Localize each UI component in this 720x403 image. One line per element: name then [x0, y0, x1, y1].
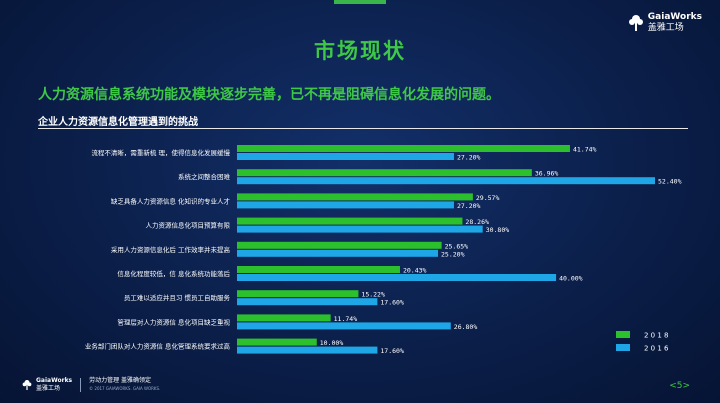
legend-label: 2 0 1 8 [644, 332, 669, 340]
page-title: 市场现状 [314, 39, 406, 63]
tree-icon [22, 380, 32, 390]
category-label: 人力资源信息化项目预算有限 [146, 221, 231, 230]
bar-2018 [237, 217, 463, 225]
tree-icon [628, 15, 643, 31]
data-label: 36.96% [535, 170, 559, 178]
bar-2018 [237, 314, 331, 322]
bar-2018 [237, 169, 532, 177]
data-label: 15.22% [361, 291, 385, 299]
data-label: 20.43% [403, 267, 427, 275]
legend-swatch [616, 344, 630, 351]
data-label: 28.26% [465, 218, 489, 226]
data-label: 10.00% [320, 339, 344, 347]
category-label: 缺乏具备人力资源信息 化知识的专业人才 [111, 196, 231, 205]
bar-2016 [237, 249, 439, 257]
footer-brand-cn: 盖雅工场 [36, 385, 61, 392]
brand-name-en: GaiaWorks [647, 12, 702, 22]
bar-2018 [237, 241, 442, 249]
bar-2016 [237, 201, 454, 209]
data-label: 11.74% [334, 315, 358, 323]
footer-divider [80, 378, 82, 392]
bar-2016 [237, 322, 451, 330]
bar-2016 [237, 225, 483, 233]
headline: 人力资源信息系统功能及模块逐步完善，已不再是阻碍信息化发展的问题。 [38, 87, 500, 103]
category-label: 员工难以适应并且习 惯员工自助服务 [124, 293, 231, 302]
legend-label: 2 0 1 6 [644, 345, 669, 353]
data-label: 30.80% [486, 226, 510, 234]
footer-slogan: 劳动力管理 盖雅确领定 [89, 377, 152, 384]
footer-brand: GaiaWorks 盖雅工场 劳动力管理 盖雅确领定 © 2017 GAIAWO… [22, 377, 160, 393]
page-number: <5> [669, 381, 690, 391]
category-label: 采用人力资源信息化后 工作效率并未提高 [111, 245, 231, 254]
data-label: 25.65% [445, 242, 469, 250]
legend: 2 0 1 8 2 0 1 6 [616, 331, 669, 353]
data-label: 29.57% [476, 194, 500, 202]
chart-title: 企业人力资源信息化管理遇到的挑战 [38, 117, 198, 128]
footer-brand-en: GaiaWorks [36, 377, 73, 384]
data-label: 27.20% [457, 154, 481, 162]
bar-2018 [237, 266, 400, 273]
category-label: 流程不清晰，需重新梳 理，使得信息化发展缓慢 [91, 148, 230, 157]
data-label: 26.80% [454, 323, 478, 331]
footer-copyright: © 2017 GAIAWORKS. GAIA WORKS. [89, 386, 161, 391]
data-label: 40.00% [559, 275, 583, 283]
data-label: 17.60% [380, 347, 404, 355]
brand-logo: GaiaWorks 盖雅工场 [628, 12, 702, 34]
value-labels: 41.74%27.20%36.96%52.40%29.57%27.20%28.2… [320, 146, 682, 356]
brand-name-cn: 盖雅工场 [647, 23, 684, 33]
bar-2016 [237, 177, 655, 185]
data-label: 17.60% [380, 299, 404, 307]
category-label: 管理层对人力资源信 息化项目缺乏重视 [117, 317, 230, 326]
bar-2016 [237, 298, 378, 306]
top-accent-bar [334, 0, 386, 4]
category-label: 信息化程度较低，信 息化系统功能落后 [117, 269, 230, 278]
bars [237, 145, 655, 354]
category-label: 业务部门团队对人力资源信 息化管理系统要求过高 [85, 342, 231, 351]
bar-2016 [237, 346, 378, 354]
chart-title-underline [38, 128, 688, 129]
bar-2018 [237, 145, 570, 152]
bar-2018 [237, 338, 317, 346]
data-label: 41.74% [573, 146, 597, 154]
data-label: 27.20% [457, 202, 481, 210]
bar-2018 [237, 290, 359, 298]
category-labels: 流程不清晰，需重新梳 理，使得信息化发展缓慢系统之间整合困难缺乏具备人力资源信息… [85, 148, 231, 351]
data-label: 52.40% [658, 178, 682, 186]
bar-2016 [237, 274, 557, 281]
bar-2018 [237, 193, 473, 201]
legend-swatch [616, 331, 630, 338]
bar-2016 [237, 153, 454, 160]
data-label: 25.20% [441, 250, 465, 258]
category-label: 系统之间整合困难 [178, 172, 231, 181]
